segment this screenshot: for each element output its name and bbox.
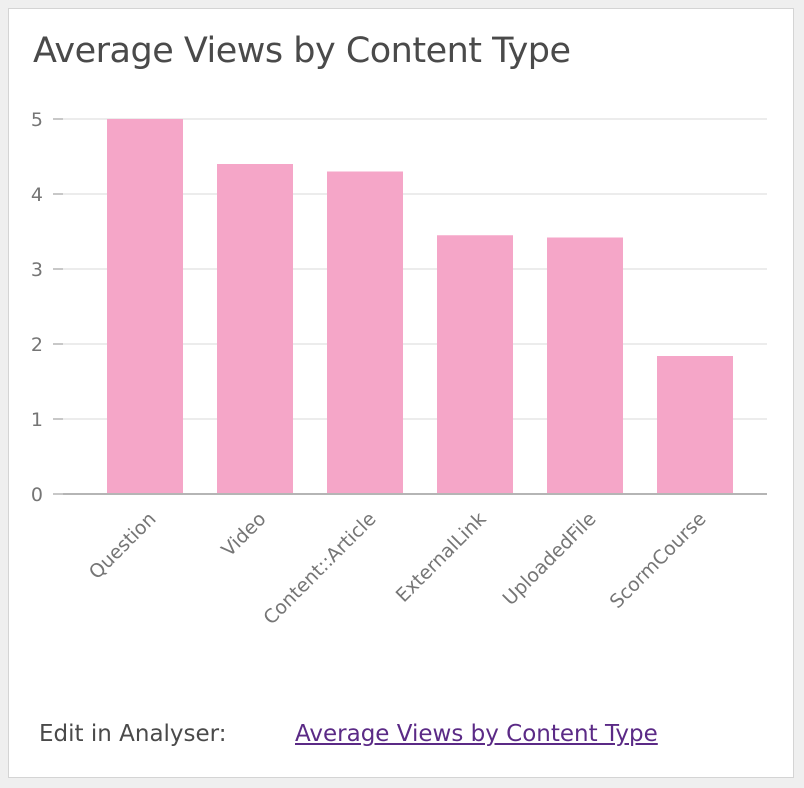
x-category-label: UploadedFile <box>499 508 601 610</box>
y-axis-ticks: 0 1 2 3 4 5 <box>31 109 63 506</box>
y-tick-label: 5 <box>31 109 43 131</box>
bar-scormcourse[interactable] <box>657 356 733 494</box>
chart-title: Average Views by Content Type <box>33 31 571 71</box>
x-category-label: Video <box>217 508 270 561</box>
x-category-label: ScormCourse <box>606 508 711 613</box>
analyser-footer: Edit in Analyser: Average Views by Conten… <box>39 721 658 747</box>
y-tick-label: 4 <box>31 184 43 206</box>
y-tick-label: 1 <box>31 409 43 431</box>
bar-question[interactable] <box>107 119 183 494</box>
chart-card: Average Views by Content Type 0 1 2 3 4 5 Que… <box>8 8 794 778</box>
x-category-label: Content::Article <box>259 508 380 629</box>
bar-uploadedfile[interactable] <box>547 237 623 495</box>
bar-content-article[interactable] <box>327 171 403 495</box>
y-tick-label: 2 <box>31 334 43 356</box>
bar-externallink[interactable] <box>437 235 513 494</box>
x-category-label: Question <box>85 508 161 584</box>
bars <box>107 119 733 494</box>
edit-in-analyser-label: Edit in Analyser: <box>39 721 227 747</box>
y-tick-label: 3 <box>31 259 43 281</box>
y-tick-label: 0 <box>31 484 43 506</box>
analyser-report-link[interactable]: Average Views by Content Type <box>295 721 658 747</box>
x-category-label: ExternalLink <box>392 508 491 607</box>
bar-video[interactable] <box>217 164 293 494</box>
